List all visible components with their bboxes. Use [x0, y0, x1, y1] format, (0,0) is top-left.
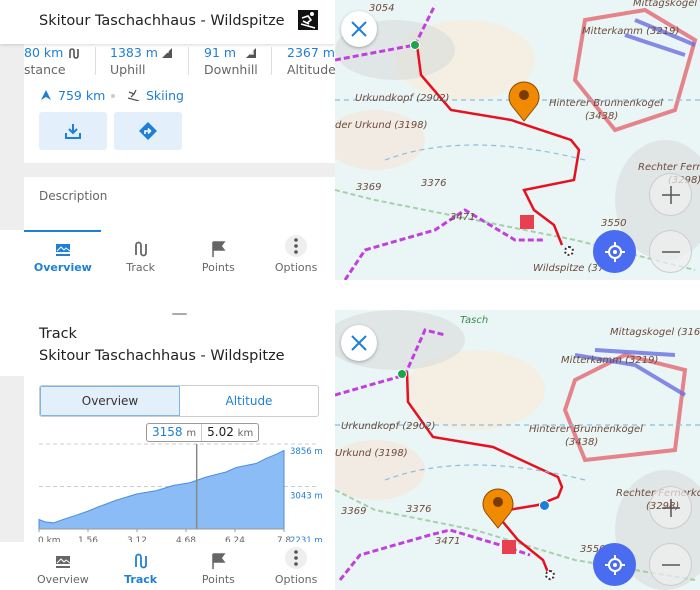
download-icon: [65, 124, 81, 139]
start-marker[interactable]: [410, 40, 420, 50]
overview-screen: Skitour Taschachhaus - Wildspitze 80 km s…: [0, 0, 700, 280]
close-icon: [351, 335, 367, 351]
zoom-out-button[interactable]: [649, 543, 692, 586]
download-button[interactable]: [39, 112, 107, 150]
crosshair-icon: [604, 241, 625, 262]
tab-points[interactable]: Points: [180, 542, 258, 590]
minus-icon: [661, 563, 680, 566]
map-label-elevation: (3298): [646, 501, 680, 512]
stat-altitude: 2367 m Altitude: [287, 45, 335, 77]
card-gap: [24, 163, 335, 177]
bottom-sheet: Skitour Taschachhaus - Wildspitze 80 km s…: [0, 0, 335, 280]
downhill-icon: [246, 48, 256, 58]
segment-altitude[interactable]: Altitude: [225, 394, 273, 408]
tab-overview[interactable]: Overview: [24, 230, 102, 280]
tab-options[interactable]: Options: [257, 230, 335, 280]
directions-icon: [139, 122, 157, 140]
view-toggle: Overview Altitude: [39, 385, 319, 417]
chart-position-marker: [539, 500, 550, 511]
directions-button[interactable]: [114, 112, 182, 150]
segment-overview[interactable]: Overview: [40, 386, 180, 416]
overview-icon: [55, 556, 71, 568]
flag-icon: [212, 241, 226, 257]
zoom-in-button[interactable]: [649, 486, 692, 529]
finish-marker[interactable]: [545, 570, 555, 580]
close-icon: [351, 21, 367, 37]
section-heading: Track: [39, 326, 77, 342]
tab-track[interactable]: Track: [102, 542, 180, 590]
drag-handle[interactable]: [172, 313, 187, 315]
close-button[interactable]: [341, 325, 377, 361]
active-tab-indicator: [24, 230, 101, 232]
route-title: Skitour Taschachhaus - Wildspitze: [39, 13, 285, 29]
uphill-icon: [162, 48, 172, 58]
location-pin-icon[interactable]: [507, 80, 541, 122]
route-line: [415, 44, 581, 246]
start-marker[interactable]: [397, 369, 407, 379]
location-pin-icon[interactable]: [481, 487, 515, 529]
skiing-icon: [298, 10, 318, 30]
zoom-in-button[interactable]: [649, 173, 692, 216]
x-tick-label: 4.68: [176, 536, 196, 546]
dot-separator: [111, 94, 115, 98]
stat-distance: 80 km stance: [24, 45, 66, 77]
chart-tooltip: 3158 m 5.02 km: [146, 423, 260, 442]
map-view[interactable]: 3054 Mittagskogel Mitterkamm (3219) Urku…: [335, 0, 700, 280]
stat-uphill: 1383 m Uphill: [110, 45, 158, 77]
sheet-backdrop: [0, 44, 24, 230]
elevation-chart[interactable]: 0 km 1.56 3.12 4.68 6.24 7.8 3856 m 3043 m 2231 …: [0, 310, 335, 550]
activity-label: Skiing: [146, 88, 184, 103]
distance-away: 759 km: [58, 88, 106, 103]
tab-options[interactable]: Options: [257, 542, 335, 590]
sheet-backdrop: [0, 376, 24, 542]
ski-poi-icon[interactable]: [502, 540, 516, 554]
header: Skitour Taschachhaus - Wildspitze: [0, 0, 335, 44]
skiing-activity-icon: [127, 89, 140, 101]
more-icon: [285, 235, 308, 257]
x-tick-label: 0 km: [38, 536, 61, 546]
track-icon: [69, 48, 79, 59]
plus-icon: [661, 498, 680, 517]
crosshair-icon: [604, 554, 625, 575]
locate-me-button[interactable]: [593, 230, 636, 273]
x-tick-label: 7.8: [277, 536, 292, 546]
map-canvas: [335, 0, 700, 280]
flag-icon: [212, 553, 226, 569]
y-tick-label: 3856 m: [290, 447, 323, 457]
description-label: Description: [39, 189, 108, 203]
bottom-nav: Overview Track Points Options: [24, 542, 335, 590]
bottom-sheet: Track Skitour Taschachhaus - Wildspitze …: [0, 310, 335, 590]
x-tick-label: 6.24: [225, 536, 245, 546]
finish-marker[interactable]: [564, 246, 574, 256]
minus-icon: [661, 250, 680, 253]
bottom-nav: Overview Track Points Options: [24, 230, 335, 280]
elevation-area: [38, 449, 285, 530]
navigation-arrow-icon: [41, 90, 51, 100]
close-button[interactable]: [341, 11, 377, 47]
zoom-out-button[interactable]: [649, 230, 692, 273]
plus-icon: [661, 185, 680, 204]
route-title: Skitour Taschachhaus - Wildspitze: [39, 348, 285, 364]
map-view[interactable]: Tasch Mittagskogel (3162) Mitterkamm (32…: [335, 310, 700, 590]
y-tick-label: 3043 m: [290, 492, 323, 502]
track-icon: [134, 241, 147, 257]
track-icon: [134, 553, 147, 569]
locate-me-button[interactable]: [593, 543, 636, 586]
y-tick-label: 2231 m: [290, 536, 323, 546]
overview-icon: [55, 244, 71, 256]
route-line: [405, 371, 564, 581]
map-canvas: [335, 310, 700, 590]
tab-overview[interactable]: Overview: [24, 542, 102, 590]
track-screen: Track Skitour Taschachhaus - Wildspitze …: [0, 310, 700, 590]
ski-poi-icon[interactable]: [520, 215, 534, 229]
tab-points[interactable]: Points: [180, 230, 258, 280]
tab-track[interactable]: Track: [102, 230, 180, 280]
x-tick-label: 1.56: [78, 536, 98, 546]
x-tick-label: 3.12: [127, 536, 147, 546]
more-icon: [285, 547, 308, 569]
stat-downhill: 91 m Downhill: [204, 45, 258, 77]
